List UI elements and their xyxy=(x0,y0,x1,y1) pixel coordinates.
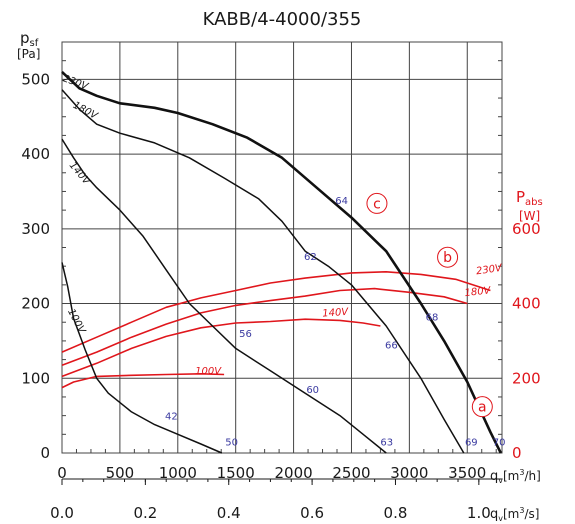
power-curve-100V xyxy=(61,373,225,389)
x-tick-label: 0 xyxy=(57,464,67,482)
power-curve-label: 180V xyxy=(464,285,492,299)
noise-label: 42 xyxy=(165,411,178,422)
x2-tick-label: 0.2 xyxy=(133,504,157,522)
marker-circle xyxy=(471,396,493,418)
x-tick-label: 1000 xyxy=(159,464,197,482)
noise-label: 64 xyxy=(335,196,348,207)
power-curve-label: 100V xyxy=(195,366,222,377)
x-tick-label: 2500 xyxy=(332,464,370,482)
x-label-m3h: qv[m3/h] xyxy=(490,468,541,485)
y-right-tick-label: 0 xyxy=(512,444,522,462)
x2-tick-label: 0.0 xyxy=(50,504,74,522)
power-curve-180V xyxy=(61,287,468,366)
y-left-tick-label: 0 xyxy=(40,444,50,462)
pressure-curve-label: 230V xyxy=(61,73,90,93)
y-left-tick-label: 200 xyxy=(21,295,50,313)
marker-circle xyxy=(437,246,459,268)
noise-label: 66 xyxy=(385,340,398,351)
y-left-tick-label: 400 xyxy=(21,145,50,163)
pressure-curve-label: 100V xyxy=(65,307,87,336)
y-left-unit: [Pa] xyxy=(17,47,40,61)
y-right-tick-label: 400 xyxy=(512,295,541,313)
pressure-curve-140V xyxy=(61,138,387,454)
y-right-tick-label: 200 xyxy=(512,369,541,387)
pressure-curve-100V xyxy=(61,262,223,454)
marker-label: b xyxy=(443,250,452,266)
pressure-curves xyxy=(61,70,502,454)
x2-tick-label: 0.6 xyxy=(300,504,324,522)
pressure-curve-180V xyxy=(61,89,465,454)
x2-tick-label: 1.0 xyxy=(467,504,491,522)
y-left-tick-label: 300 xyxy=(21,220,50,238)
pressure-curve-label: 180V xyxy=(71,100,100,122)
y-left-tick-label: 500 xyxy=(21,70,50,88)
grid xyxy=(61,41,503,485)
noise-label: 56 xyxy=(239,329,252,340)
marker-circle xyxy=(366,192,388,214)
power-curve-label: 230V xyxy=(475,263,503,278)
noise-labels: 42 50 56 60 62 63 64 66 68 69 70 xyxy=(165,196,505,448)
x2-tick-label: 0.4 xyxy=(217,504,241,522)
x-tick-label: 3000 xyxy=(390,464,428,482)
y-left-label: psf xyxy=(20,29,39,49)
chart-title: KABB/4-4000/355 xyxy=(203,9,362,30)
marker-label: a xyxy=(478,400,487,416)
y-right-unit: [W] xyxy=(519,209,540,223)
noise-label: 60 xyxy=(306,385,319,396)
marker-label: c xyxy=(373,196,381,212)
noise-label: 50 xyxy=(225,438,238,449)
x-tick-label: 3500 xyxy=(448,464,486,482)
x-label-m3s: qv[m3/s] xyxy=(490,506,539,523)
noise-label: 62 xyxy=(304,252,317,263)
power-curves xyxy=(61,271,491,389)
x2-tick-label: 0.8 xyxy=(384,504,408,522)
y-right-tick-label: 600 xyxy=(512,220,541,238)
noise-label: 63 xyxy=(380,438,393,449)
x-tick-label: 2000 xyxy=(274,464,312,482)
y-left-tick-label: 100 xyxy=(21,369,50,387)
y-right-label: Pabs xyxy=(516,188,543,208)
noise-label: 68 xyxy=(426,313,439,324)
noise-label: 70 xyxy=(493,438,506,449)
power-curve-label: 140V xyxy=(322,307,350,320)
pressure-curve-label: 140V xyxy=(67,160,93,188)
x-tick-label: 500 xyxy=(106,464,135,482)
power-curve-230V xyxy=(61,271,491,353)
power-curve-140V xyxy=(61,318,381,378)
noise-label: 69 xyxy=(465,438,478,449)
pressure-curve-230V xyxy=(61,70,502,454)
x-tick-label: 1500 xyxy=(217,464,255,482)
curve-markers: c b a xyxy=(366,192,493,418)
